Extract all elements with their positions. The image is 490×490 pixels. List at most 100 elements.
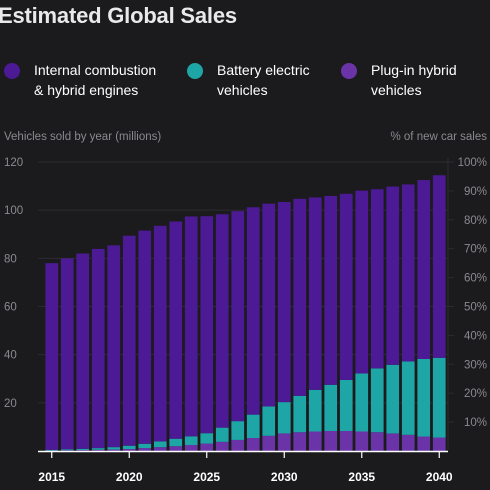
y-tick-left-20: 20 — [4, 398, 17, 410]
legend-label-ice: Internal combustion & hybrid engines — [34, 62, 157, 98]
bar-2015-series-2 — [45, 263, 59, 450]
bar-2039-series-1 — [417, 359, 431, 437]
bar-2029-series-2 — [262, 203, 276, 407]
y-tick-right-90: 90% — [464, 186, 487, 198]
bar-2033-series-1 — [324, 384, 338, 432]
legend-label-bev: Battery electric vehicles — [217, 62, 310, 98]
bar-2026-series-1 — [215, 427, 229, 442]
bar-2038-series-0 — [401, 434, 415, 451]
bar-2019-series-2 — [107, 245, 121, 448]
bar-2024-series-0 — [184, 444, 198, 451]
bar-2016-series-0 — [60, 450, 74, 451]
bar-2039-series-0 — [417, 436, 431, 451]
y-tick-right-50: 50% — [464, 302, 487, 314]
bar-2037-series-2 — [386, 186, 400, 365]
bar-2039-series-2 — [417, 180, 431, 359]
bar-2030-series-1 — [277, 402, 291, 434]
y-axis-label-left: Vehicles sold by year (millions) — [4, 131, 162, 143]
bar-2021-series-0 — [138, 448, 152, 451]
y-tick-left-60: 60 — [4, 302, 17, 314]
bar-2023-series-0 — [169, 446, 183, 451]
x-tick-label-2020: 2020 — [116, 470, 143, 484]
bar-2019-series-1 — [107, 447, 121, 450]
bar-2018-series-0 — [91, 449, 105, 451]
y-tick-right-20: 20% — [464, 388, 487, 400]
bar-2040-series-2 — [432, 175, 446, 358]
bar-2028-series-0 — [246, 438, 260, 451]
bar-2031-series-1 — [293, 395, 307, 433]
chart-title: Estimated Global Sales — [0, 3, 237, 28]
bar-2017-series-2 — [76, 253, 90, 449]
bar-2028-series-1 — [246, 414, 260, 438]
bar-2040-series-0 — [432, 437, 446, 451]
bar-2025-series-2 — [200, 216, 214, 434]
legend-label-phev: Plug-in hybrid vehicles — [371, 62, 457, 98]
bar-2021-series-1 — [138, 443, 152, 449]
bar-2027-series-1 — [231, 421, 245, 440]
bar-2028-series-2 — [246, 207, 260, 415]
bar-2037-series-0 — [386, 433, 400, 451]
bar-2036-series-1 — [370, 368, 384, 433]
x-tick-label-2040: 2040 — [426, 470, 453, 484]
bar-2018-series-1 — [91, 448, 105, 450]
bar-2023-series-1 — [169, 438, 183, 447]
x-tick-label-2030: 2030 — [271, 470, 298, 484]
bar-2032-series-2 — [308, 197, 322, 390]
bar-2025-series-1 — [200, 433, 214, 444]
y-tick-left-40: 40 — [4, 350, 17, 362]
y-tick-right-30: 30% — [464, 359, 487, 371]
bar-2022-series-2 — [153, 225, 167, 442]
y-tick-right-100: 100% — [458, 157, 487, 169]
legend-dot-ice-icon — [4, 63, 20, 79]
bar-2040-series-1 — [432, 357, 446, 438]
bar-2034-series-2 — [339, 193, 353, 380]
bar-2018-series-2 — [91, 248, 105, 449]
bar-2035-series-1 — [355, 373, 369, 432]
bar-2033-series-0 — [324, 431, 338, 451]
bar-2017-series-1 — [76, 448, 90, 451]
legend-dot-bev-icon — [187, 63, 203, 79]
bar-2038-series-2 — [401, 184, 415, 362]
bar-2029-series-0 — [262, 435, 276, 451]
y-tick-right-40: 40% — [464, 330, 487, 342]
bar-2026-series-0 — [215, 441, 229, 451]
bar-2023-series-2 — [169, 221, 183, 439]
y-tick-right-70: 70% — [464, 244, 487, 256]
bar-2026-series-2 — [215, 214, 229, 428]
bar-2038-series-1 — [401, 361, 415, 435]
bar-2027-series-2 — [231, 211, 245, 422]
bar-2016-series-1 — [60, 449, 74, 451]
bar-2032-series-1 — [308, 389, 322, 432]
bar-2032-series-0 — [308, 431, 322, 451]
bar-2020-series-2 — [122, 235, 136, 446]
bar-2034-series-1 — [339, 379, 353, 432]
bar-2033-series-2 — [324, 195, 338, 385]
bar-2017-series-0 — [76, 450, 90, 451]
y-tick-right-80: 80% — [464, 215, 487, 227]
bar-2036-series-2 — [370, 189, 384, 369]
bar-2035-series-2 — [355, 190, 369, 374]
x-tick-label-2035: 2035 — [348, 470, 375, 484]
bar-2030-series-2 — [277, 201, 291, 403]
legend-dot-phev-icon — [341, 63, 357, 79]
bar-2022-series-1 — [153, 441, 167, 448]
bar-2024-series-1 — [184, 436, 198, 445]
bar-2031-series-2 — [293, 198, 307, 396]
bar-2022-series-0 — [153, 447, 167, 451]
bar-2034-series-0 — [339, 431, 353, 451]
bar-2027-series-0 — [231, 439, 245, 451]
bar-2020-series-1 — [122, 445, 136, 450]
bar-2035-series-0 — [355, 431, 369, 451]
y-axis-label-right: % of new car sales — [390, 131, 487, 143]
y-tick-left-80: 80 — [4, 253, 17, 265]
bar-2016-series-2 — [60, 258, 74, 450]
bar-2037-series-1 — [386, 364, 400, 434]
x-tick-label-2025: 2025 — [193, 470, 220, 484]
bar-2024-series-2 — [184, 216, 198, 437]
y-tick-right-10: 10% — [464, 417, 487, 429]
bar-2036-series-0 — [370, 432, 384, 451]
y-tick-left-120: 120 — [4, 157, 23, 169]
y-tick-left-100: 100 — [4, 205, 23, 217]
y-tick-right-60: 60% — [464, 273, 487, 285]
